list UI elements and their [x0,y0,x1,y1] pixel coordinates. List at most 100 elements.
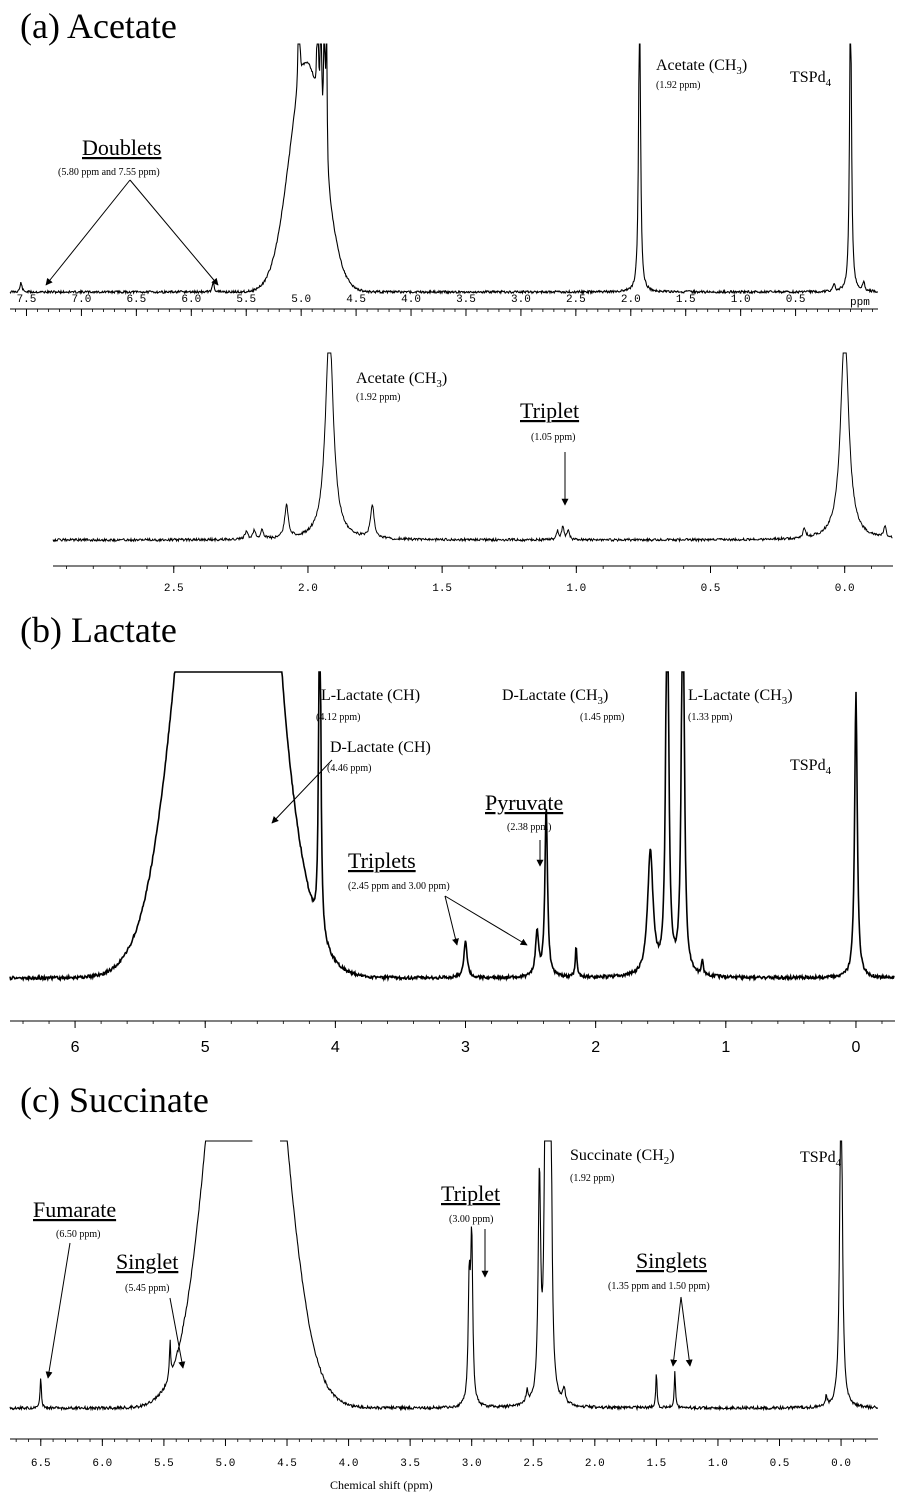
panel-a-zoom-plot [52,352,893,543]
singlets-c-sub: (1.35 ppm and 1.50 ppm) [608,1281,710,1292]
pyruvate-sub: (2.38 ppm) [507,822,551,833]
x-tick-label: 0 [852,1039,861,1056]
succinate-label: Succinate (CH2) [570,1147,675,1167]
triplet-a2-sub: (1.05 ppm) [531,432,575,443]
x-tick-label: 5.5 [236,294,256,306]
x-tick-label: 6.5 [126,294,146,306]
d-lactate-ch-arrow [271,759,333,824]
x-tick-label: 5.5 [154,1458,174,1470]
acetate-a-sub: (1.92 ppm) [656,80,700,91]
x-tick-label: 0.0 [831,1458,851,1470]
x-tick-label: 2.5 [523,1458,543,1470]
x-tick-label: 6 [71,1039,80,1056]
panel-c-x-axis: 6.5 6.0 5.5 5.0 4.5 4.0 3.5 3.0 2.5 2.0 1.5 1.0 0.5 0… [10,1438,878,1470]
d-lactate-ch-label: D-Lactate (CH) [330,739,431,756]
triplet-c-sub: (3.00 ppm) [449,1214,493,1225]
x-tick-label: 5 [201,1039,210,1056]
x-tick-label: 2.5 [566,294,586,306]
fumarate-sub: (6.50 ppm) [56,1229,100,1240]
acetate-a-label: Acetate (CH3) [656,57,747,77]
triplets-b-label: Triplets [348,848,416,873]
triplets-b-arrow-2 [444,895,528,946]
x-tick-label: 2.0 [621,294,641,306]
x-tick-label: 3.5 [456,294,476,306]
x-tick-label: 0.5 [770,1458,790,1470]
doublets-label: Doublets [82,135,161,160]
panel-b-plot [9,671,895,983]
x-tick-label: 1.0 [708,1458,728,1470]
triplet-c-label: Triplet [441,1181,500,1206]
x-tick-label: 1.0 [566,583,586,595]
x-tick-label: 6.5 [31,1458,51,1470]
d-lactate-ch-sub: (4.46 ppm) [327,763,371,774]
x-tick-label: 3.5 [400,1458,420,1470]
singlet-c-label: Singlet [116,1249,178,1274]
panel-b-x-axis: 6 5 4 3 2 1 0 [10,1020,895,1056]
x-tick-label: 3.0 [462,1458,482,1470]
l-lactate-ch-sub: (4.12 ppm) [316,712,360,723]
spectrum-trace [280,1140,879,1412]
l-lactate-ch-label: L-Lactate (CH) [321,687,420,704]
x-tick-label: 4.0 [401,294,421,306]
singlets-c-arrow-1 [670,1296,682,1367]
d-lactate-ch3-sub: (1.45 ppm) [580,712,624,723]
panel-c-plot [9,1140,879,1412]
x-tick-label: 1 [721,1039,730,1056]
x-tick-label: 3 [461,1039,470,1056]
tsp-b-label: TSPd4 [790,757,832,777]
d-lactate-ch3-label: D-Lactate (CH3) [502,687,608,707]
x-tick-label: 2.5 [164,583,184,595]
x-tick-label: 2 [591,1039,600,1056]
acetate-a2-label: Acetate (CH3) [356,370,447,390]
x-tick-label: 1.5 [676,294,696,306]
panel-a-zoom-x-axis: 2.5 2.0 1.5 1.0 0.5 0.0 [53,565,893,595]
panel-a-x-axis: 7.5 7.0 6.5 6.0 5.5 5.0 4.5 4.0 3.5 3.0 2.5 2.0 1.5 1… [10,294,878,316]
x-tick-label: 0.5 [786,294,806,306]
x-axis-title: Chemical shift (ppm) [330,1478,433,1492]
fumarate-arrow [45,1242,71,1379]
acetate-a2-sub: (1.92 ppm) [356,392,400,403]
x-tick-label: 3.0 [511,294,531,306]
panel-a-unit-label: ppm [850,297,870,309]
triplet-a2-label: Triplet [520,398,579,423]
l-lactate-ch3-sub: (1.33 ppm) [688,712,732,723]
panel-c-title: (c) Succinate [20,1080,209,1120]
singlets-c-label: Singlets [636,1248,707,1273]
panel-b-title: (b) Lactate [20,610,177,650]
pyruvate-label: Pyruvate [485,790,563,815]
fumarate-label: Fumarate [33,1197,116,1222]
x-tick-label: 6.0 [92,1458,112,1470]
singlets-c-arrow-2 [680,1296,693,1367]
x-tick-label: 0.5 [701,583,721,595]
l-lactate-ch3-label: L-Lactate (CH3) [688,687,793,707]
spectrum-trace [9,671,895,983]
singlet-c-arrow [169,1297,186,1369]
x-tick-label: 2.0 [585,1458,605,1470]
x-tick-label: 0.0 [835,583,855,595]
tsp-c-label: TSPd4 [800,1149,842,1169]
x-tick-label: 1.0 [731,294,751,306]
panel-a-title: (a) Acetate [20,6,177,46]
doublets-arrow-1 [45,179,131,286]
panel-a-plot [9,43,879,296]
succinate-sub: (1.92 ppm) [570,1173,614,1184]
x-tick-label: 5.0 [291,294,311,306]
x-tick-label: 4.0 [339,1458,359,1470]
spectrum-trace [9,43,879,296]
triplets-b-sub: (2.45 ppm and 3.00 ppm) [348,881,450,892]
singlet-c-sub: (5.45 ppm) [125,1283,169,1294]
x-tick-label: 4.5 [346,294,366,306]
doublets-sub: (5.80 ppm and 7.55 ppm) [58,167,160,178]
x-tick-label: 2.0 [298,583,318,595]
doublets-arrow-2 [129,179,219,286]
tsp-a-label: TSPd4 [790,69,832,89]
x-tick-label: 1.5 [646,1458,666,1470]
x-tick-label: 1.5 [432,583,452,595]
spectrum-trace [52,352,893,543]
x-tick-label: 7.5 [17,294,37,306]
triplets-b-arrow-1 [444,895,459,946]
x-tick-label: 4 [331,1039,340,1056]
x-tick-label: 6.0 [181,294,201,306]
x-tick-label: 4.5 [277,1458,297,1470]
